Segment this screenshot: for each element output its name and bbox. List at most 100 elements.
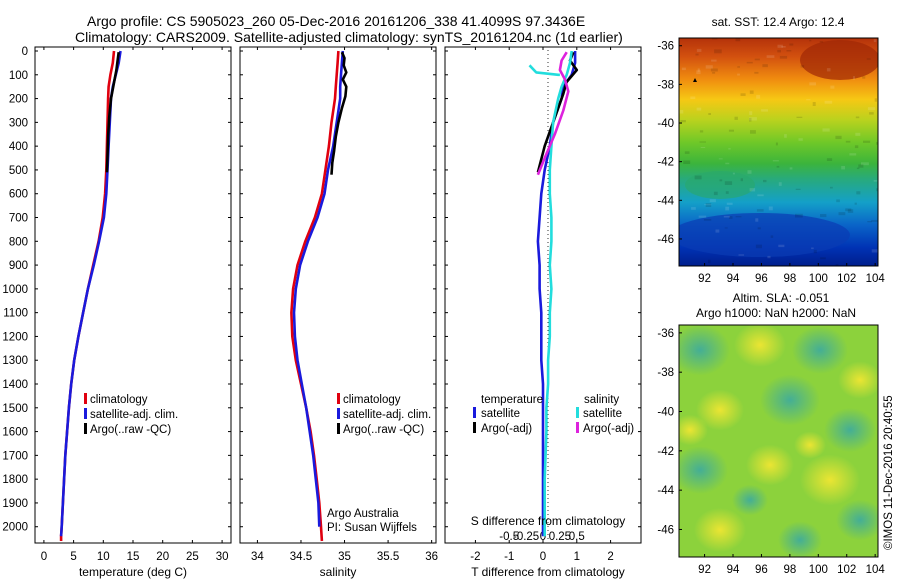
legend-swatch-s-argo xyxy=(576,422,579,433)
legend-swatch-argo xyxy=(84,423,87,434)
sst-texture-speck xyxy=(830,186,833,189)
s-difference-axis-label: S difference from climatology xyxy=(471,514,626,528)
difference-offset-line xyxy=(528,64,560,77)
legend-swatch-argo xyxy=(337,423,340,434)
sst-texture-speck xyxy=(712,71,716,74)
sst-texture-speck xyxy=(711,38,718,40)
map-x-tick-label: 98 xyxy=(783,273,796,285)
sst-texture-speck xyxy=(749,117,757,121)
temperature-plot-frame xyxy=(34,46,232,544)
depth-tick-label: 700 xyxy=(9,213,28,225)
sst-texture-speck xyxy=(738,254,745,256)
sst-texture-speck xyxy=(809,82,816,86)
sst-texture-speck xyxy=(778,244,785,248)
depth-tick-label: 1500 xyxy=(2,403,28,415)
sst-texture-speck xyxy=(749,117,752,122)
sst-texture-speck xyxy=(847,209,854,213)
sst-texture-speck xyxy=(800,65,805,68)
sst-map-texture xyxy=(679,38,878,266)
x-tick-label: -2 xyxy=(470,551,480,563)
sst-texture-speck xyxy=(863,140,871,143)
sla-eddy xyxy=(746,444,794,486)
sla-map-eddies xyxy=(679,325,878,557)
sst-texture-speck xyxy=(709,199,716,203)
sst-texture-speck xyxy=(710,68,718,72)
sst-texture-speck xyxy=(856,167,860,170)
sst-texture-speck xyxy=(858,164,864,168)
sst-texture-speck xyxy=(835,135,842,140)
legend-swatch-s-satellite xyxy=(576,407,579,418)
legend-label-argo: Argo(..raw -QC) xyxy=(343,424,424,436)
salinity-plot: 34 34.5 35 35.5 36 xyxy=(240,47,438,563)
sst-texture-speck xyxy=(734,116,738,120)
legend-label-satellite: satellite-adj. clim. xyxy=(90,409,178,421)
sla-eddy xyxy=(838,361,878,399)
sla-eddy xyxy=(679,325,730,376)
figure-title-line2: Climatology: CARS2009. Satellite-adjuste… xyxy=(75,29,623,45)
x2-tick-label: 0.5 xyxy=(569,531,585,543)
map-x-tick-label: 98 xyxy=(783,564,796,576)
legend-swatch-t-satellite xyxy=(473,407,476,418)
sst-texture-speck xyxy=(725,206,730,211)
sla-eddy xyxy=(792,326,848,374)
t-difference-axis-label: T difference from climatology xyxy=(471,565,625,579)
sst-texture-speck xyxy=(876,188,878,192)
legend-label-climatology: climatology xyxy=(343,394,401,406)
x-tick-label: 35.5 xyxy=(377,551,399,563)
depth-tick-label: 1700 xyxy=(2,450,28,462)
sst-texture-speck xyxy=(869,112,874,115)
sst-texture-speck xyxy=(772,160,779,162)
x-tick-label: 35 xyxy=(338,551,351,563)
sla-eddy xyxy=(760,374,820,426)
depth-tick-label: 1900 xyxy=(2,498,28,510)
map-y-tick-label: -40 xyxy=(657,118,674,130)
sst-texture-speck xyxy=(718,158,723,160)
sst-texture-speck xyxy=(696,48,702,52)
sst-texture-speck xyxy=(873,180,878,182)
sst-texture-speck xyxy=(845,208,852,212)
legend-label-s-satellite: satellite xyxy=(583,408,622,420)
sst-texture-speck xyxy=(695,53,699,56)
map-x-tick-label: 100 xyxy=(809,564,828,576)
map-x-tick-label: 96 xyxy=(755,273,768,285)
sst-map-title: sat. SST: 12.4 Argo: 12.4 xyxy=(712,15,845,29)
legend-swatch-satellite xyxy=(337,408,340,419)
temperature-axis-label: temperature (deg C) xyxy=(79,565,187,579)
x-tick-label: 25 xyxy=(186,551,199,563)
sst-texture-speck xyxy=(830,85,835,89)
depth-tick-label: 0 xyxy=(22,46,28,58)
sst-texture-speck xyxy=(708,259,711,264)
sst-texture-speck xyxy=(724,181,733,185)
legend-swatch-climatology xyxy=(84,393,87,404)
sst-texture-speck xyxy=(684,151,690,154)
x-tick-label: -1 xyxy=(504,551,514,563)
sst-texture-speck xyxy=(770,235,774,238)
sla-eddy xyxy=(732,484,768,516)
difference-plot: -2 -1 0 1 2 -0.5-0.25 0 0.250.5 xyxy=(445,47,641,563)
sst-texture-speck xyxy=(812,102,816,106)
sst-texture-speck xyxy=(728,148,731,150)
sst-texture-speck xyxy=(762,64,768,68)
sst-texture-speck xyxy=(819,41,824,43)
sst-texture-speck xyxy=(781,46,786,48)
x-tick-label: 1 xyxy=(574,551,580,563)
sla-eddy xyxy=(694,507,746,553)
sst-texture-speck xyxy=(679,110,684,114)
difference-salinity-argo-adj-line xyxy=(536,51,570,176)
sst-texture-speck xyxy=(699,141,706,143)
sst-texture-speck xyxy=(724,227,728,229)
sla-eddy xyxy=(696,389,744,431)
map-y-tick-label: -46 xyxy=(657,234,674,246)
legend-title-salinity: salinity xyxy=(584,394,619,406)
sst-texture-speck xyxy=(699,130,704,133)
depth-tick-label: 100 xyxy=(9,70,28,82)
sst-texture-speck xyxy=(732,172,735,175)
sst-texture-speck xyxy=(757,227,761,230)
sst-texture-speck xyxy=(876,142,878,145)
sst-texture-speck xyxy=(754,71,759,74)
sst-texture-speck xyxy=(809,39,812,42)
sst-texture-speck xyxy=(853,76,855,80)
legend-swatch-satellite xyxy=(84,408,87,419)
legend-swatch-climatology xyxy=(337,393,340,404)
sla-eddy xyxy=(778,521,822,557)
